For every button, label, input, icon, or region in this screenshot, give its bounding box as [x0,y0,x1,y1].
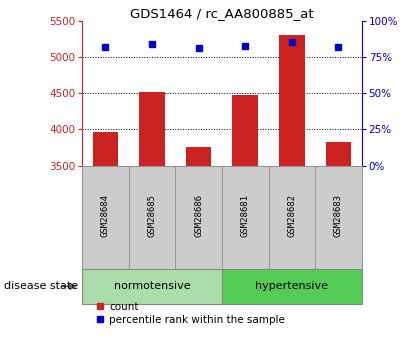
Text: normotensive: normotensive [114,282,190,291]
FancyBboxPatch shape [82,269,222,304]
Title: GDS1464 / rc_AA800885_at: GDS1464 / rc_AA800885_at [130,7,314,20]
Bar [279,35,305,166]
Text: GSM28682: GSM28682 [287,194,296,237]
Bar [92,132,118,166]
Text: GSM28681: GSM28681 [241,194,250,237]
Text: hypertensive: hypertensive [255,282,328,291]
Text: GSM28686: GSM28686 [194,194,203,237]
FancyBboxPatch shape [268,166,315,269]
FancyBboxPatch shape [129,166,175,269]
Text: GSM28683: GSM28683 [334,194,343,237]
Bar [139,92,165,166]
Text: GSM28685: GSM28685 [148,194,157,237]
FancyBboxPatch shape [315,166,362,269]
Legend: count, percentile rank within the sample: count, percentile rank within the sample [92,298,289,329]
FancyBboxPatch shape [222,166,268,269]
Text: disease state: disease state [4,282,78,291]
FancyBboxPatch shape [175,166,222,269]
Bar [232,95,258,166]
FancyBboxPatch shape [82,166,129,269]
Text: GSM28684: GSM28684 [101,194,110,237]
FancyBboxPatch shape [222,269,362,304]
FancyBboxPatch shape [82,166,362,269]
Bar [186,148,211,166]
Bar [326,142,351,166]
